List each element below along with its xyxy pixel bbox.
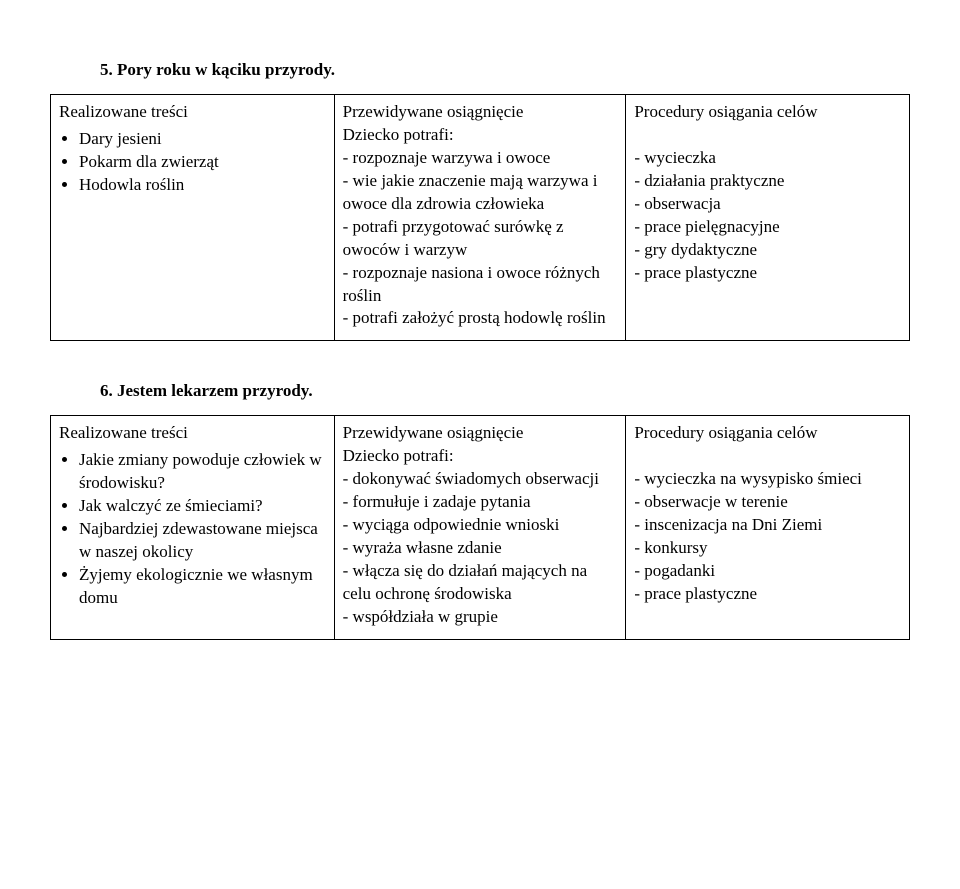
table-row: Realizowane treści Jakie zmiany powoduje… <box>51 416 910 639</box>
cell-header: Przewidywane osiągnięcie <box>343 101 618 124</box>
cell-realizowane: Realizowane treści Jakie zmiany powoduje… <box>51 416 335 639</box>
line-item: - współdziała w grupie <box>343 606 618 629</box>
list-item: Dary jesieni <box>79 128 326 151</box>
line-item: - rozpoznaje nasiona i owoce różnych roś… <box>343 262 618 308</box>
list-item: Hodowla roślin <box>79 174 326 197</box>
line-item: - obserwacja <box>634 193 901 216</box>
cell-przewidywane: Przewidywane osiągnięcie Dziecko potrafi… <box>334 95 626 341</box>
cell-realizowane: Realizowane treści Dary jesieni Pokarm d… <box>51 95 335 341</box>
line-item: - prace plastyczne <box>634 583 901 606</box>
line-item: - wie jakie znaczenie mają warzywa i owo… <box>343 170 618 216</box>
list-item: Jakie zmiany powoduje człowiek w środowi… <box>79 449 326 495</box>
table-row: Realizowane treści Dary jesieni Pokarm d… <box>51 95 910 341</box>
table-2: Realizowane treści Jakie zmiany powoduje… <box>50 415 910 639</box>
section-title-1: 5. Pory roku w kąciku przyrody. <box>100 60 910 80</box>
cell-header: Realizowane treści <box>59 101 326 124</box>
line-item: - wyraża własne zdanie <box>343 537 618 560</box>
line-item: - potrafi przygotować surówkę z owoców i… <box>343 216 618 262</box>
line-item: - gry dydaktyczne <box>634 239 901 262</box>
list-item: Jak walczyć ze śmieciami? <box>79 495 326 518</box>
cell-przewidywane: Przewidywane osiągnięcie Dziecko potrafi… <box>334 416 626 639</box>
cell-procedury: Procedury osiągania celów - wycieczka - … <box>626 95 910 341</box>
line-item: - konkursy <box>634 537 901 560</box>
line-item: - wyciąga odpowiednie wnioski <box>343 514 618 537</box>
line-item: - wycieczka <box>634 147 901 170</box>
cell-subheader: Dziecko potrafi: <box>343 445 618 468</box>
cell-header: Realizowane treści <box>59 422 326 445</box>
line-item: - formułuje i zadaje pytania <box>343 491 618 514</box>
cell-procedury: Procedury osiągania celów - wycieczka na… <box>626 416 910 639</box>
line-item: - rozpoznaje warzywa i owoce <box>343 147 618 170</box>
line-item: - pogadanki <box>634 560 901 583</box>
bullet-list: Dary jesieni Pokarm dla zwierząt Hodowla… <box>59 128 326 197</box>
line-item: - prace pielęgnacyjne <box>634 216 901 239</box>
list-item: Żyjemy ekologicznie we własnym domu <box>79 564 326 610</box>
line-item: - prace plastyczne <box>634 262 901 285</box>
bullet-list: Jakie zmiany powoduje człowiek w środowi… <box>59 449 326 610</box>
section-title-2: 6. Jestem lekarzem przyrody. <box>100 381 910 401</box>
line-item: - dokonywać świadomych obserwacji <box>343 468 618 491</box>
cell-header: Procedury osiągania celów <box>634 422 901 445</box>
list-item: Najbardziej zdewastowane miejsca w nasze… <box>79 518 326 564</box>
list-item: Pokarm dla zwierząt <box>79 151 326 174</box>
cell-header: Przewidywane osiągnięcie <box>343 422 618 445</box>
line-item: - inscenizacja na Dni Ziemi <box>634 514 901 537</box>
line-item: - wycieczka na wysypisko śmieci <box>634 468 901 491</box>
table-1: Realizowane treści Dary jesieni Pokarm d… <box>50 94 910 341</box>
cell-subheader: Dziecko potrafi: <box>343 124 618 147</box>
cell-header: Procedury osiągania celów <box>634 101 901 124</box>
line-item: - potrafi założyć prostą hodowlę roślin <box>343 307 618 330</box>
line-item: - włącza się do działań mających na celu… <box>343 560 618 606</box>
line-item: - obserwacje w terenie <box>634 491 901 514</box>
line-item: - działania praktyczne <box>634 170 901 193</box>
